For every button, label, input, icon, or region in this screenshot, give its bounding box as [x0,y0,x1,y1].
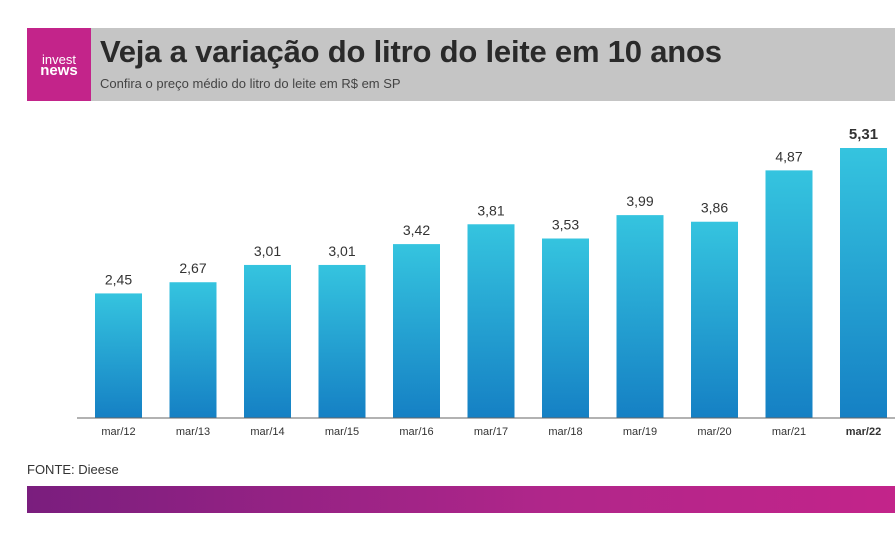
bar-chart: 2,45 mar/12 2,67 mar/13 3,01 mar/14 3,01 mar/15… [77,126,895,438]
data-label: 3,99 [626,193,653,209]
logo-line-invest: invest [42,51,76,67]
data-label: 4,87 [775,148,802,164]
chart-subtitle: Confira o preço médio do litro do leite … [100,76,401,91]
bar-mar/17 [467,224,515,418]
data-label: 3,81 [477,202,504,218]
bar-mar/21 [765,170,813,418]
data-label: 5,31 [849,126,878,143]
x-tick-label: mar/22 [846,426,881,438]
chart-title: Veja a variação do litro do leite em 10 … [100,34,722,69]
source-note: FONTE: Dieese [27,462,119,477]
bar-mar/14 [244,264,291,418]
x-tick-label: mar/21 [772,426,806,438]
bar-mar/12 [95,293,142,418]
data-label: 3,01 [254,243,281,259]
data-label: 3,01 [328,243,355,259]
x-tick-label: mar/20 [697,426,731,438]
footer-bar [27,486,895,513]
data-label: 3,86 [701,200,728,216]
data-label: 3,53 [552,217,579,233]
bar-mar/18 [542,238,589,418]
bar-mar/19 [616,215,664,418]
bar-mar/16 [393,244,440,418]
x-tick-label: mar/19 [623,426,657,438]
x-tick-label: mar/17 [474,426,508,438]
x-tick-label: mar/18 [548,426,582,438]
x-tick-label: mar/12 [101,426,135,438]
x-tick-label: mar/14 [250,426,284,438]
investnews-logo: invest news [27,28,91,101]
data-label: 2,67 [179,260,206,276]
x-tick-label: mar/15 [325,426,359,438]
bar-mar/13 [169,282,217,418]
x-tick-label: mar/16 [399,426,433,438]
bar-mar/22 [840,148,887,418]
data-label: 3,42 [403,222,430,238]
logo-text: invest news [40,51,78,79]
data-label: 2,45 [105,271,132,287]
chart-header: invest news Veja a variação do litro do … [27,28,895,101]
x-tick-label: mar/13 [176,426,210,438]
bar-mar/20 [691,221,738,418]
logo-line-news: news [40,61,78,79]
bar-mar/15 [318,264,366,418]
